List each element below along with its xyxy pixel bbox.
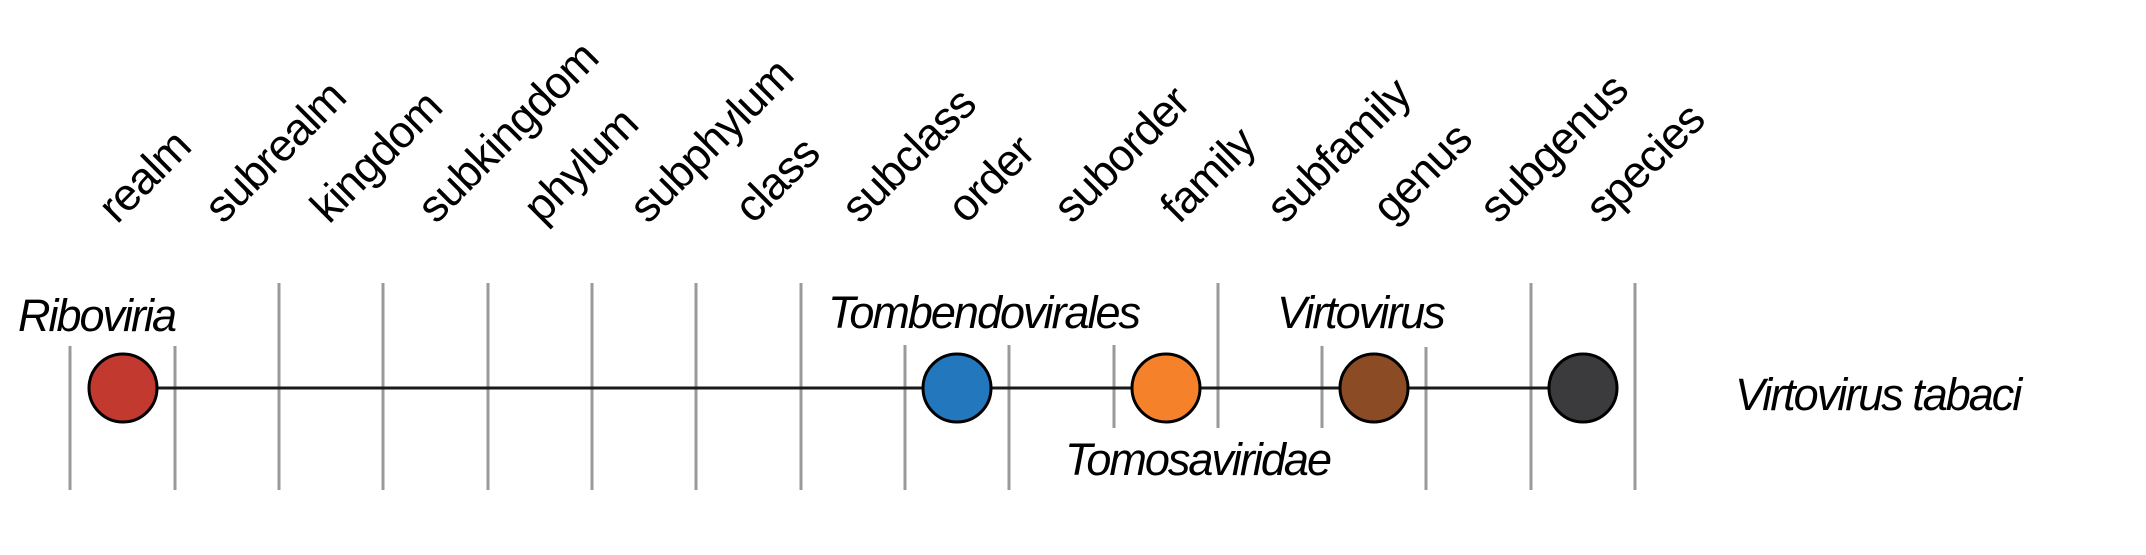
taxon-labels: Riboviria Tombendovirales Tomosaviridae … xyxy=(18,287,2026,485)
genus-dot xyxy=(1338,352,1410,424)
taxon-label-tomosaviridae: Tomosaviridae xyxy=(1065,434,1331,485)
realm-dot xyxy=(87,352,159,424)
taxon-label-riboviria: Riboviria xyxy=(18,290,176,341)
taxon-label-tombendovirales: Tombendovirales xyxy=(828,287,1141,338)
species-dot xyxy=(1547,352,1619,424)
order-dot xyxy=(921,352,993,424)
taxon-dots xyxy=(87,352,1619,424)
rank-label-realm: realm xyxy=(88,120,200,232)
taxon-label-virtovirus-tabaci: Virtovirus tabaci xyxy=(1735,369,2024,420)
rank-labels: realm subrealm kingdom subkingdom phylum… xyxy=(88,31,1714,232)
family-dot xyxy=(1130,352,1202,424)
taxon-label-virtovirus: Virtovirus xyxy=(1277,287,1445,338)
